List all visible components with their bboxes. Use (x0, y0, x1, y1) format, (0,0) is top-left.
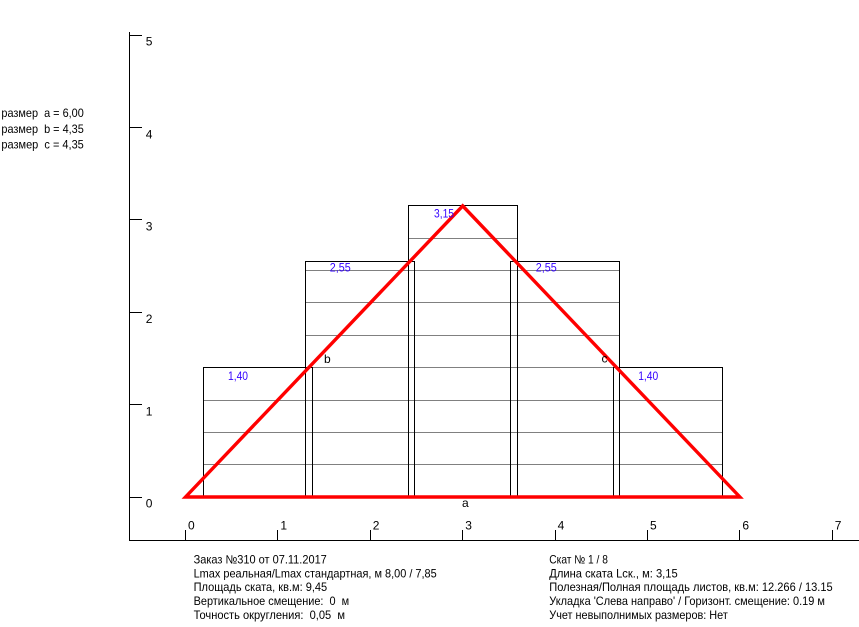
svg-text:Длина ската Lск., м: 3,15: Длина ската Lск., м: 3,15 (549, 566, 678, 580)
svg-text:2,55: 2,55 (330, 261, 351, 275)
svg-text:5: 5 (650, 519, 657, 533)
svg-text:Учет невыполнимых размеров: Не: Учет невыполнимых размеров: Нет (549, 608, 728, 622)
svg-text:2: 2 (146, 312, 153, 326)
svg-text:Заказ №310 от 07.11.2017: Заказ №310 от 07.11.2017 (194, 552, 327, 566)
svg-text:0: 0 (146, 497, 153, 511)
svg-text:b: b (324, 352, 331, 366)
svg-text:5: 5 (146, 35, 153, 49)
svg-text:6: 6 (742, 519, 749, 533)
svg-text:Скат № 1 / 8: Скат № 1 / 8 (549, 552, 608, 566)
svg-text:0: 0 (188, 519, 195, 533)
svg-text:Площадь ската, кв.м: 9,45: Площадь ската, кв.м: 9,45 (194, 580, 328, 594)
svg-text:3: 3 (465, 519, 472, 533)
svg-text:2: 2 (373, 519, 380, 533)
svg-text:размер a = 6,00: размер a = 6,00 (1, 106, 84, 120)
svg-text:7: 7 (835, 519, 842, 533)
svg-text:1: 1 (280, 519, 287, 533)
svg-text:Вертикальное смещение: 0 м: Вертикальное смещение: 0 м (194, 594, 350, 608)
svg-text:3,15: 3,15 (434, 207, 454, 221)
svg-text:4: 4 (558, 519, 565, 533)
svg-text:размер c = 4,35: размер c = 4,35 (1, 138, 84, 152)
svg-text:Укладка 'Слева направо' / Гори: Укладка 'Слева направо' / Горизонт. смещ… (549, 594, 825, 608)
svg-text:1: 1 (146, 404, 153, 418)
svg-text:1,40: 1,40 (228, 369, 248, 383)
svg-text:Lmax реальная/Lmax стандартная: Lmax реальная/Lmax стандартная, м 8,00 /… (194, 566, 437, 580)
svg-text:2,55: 2,55 (536, 261, 557, 275)
svg-text:3: 3 (146, 220, 153, 234)
svg-text:a: a (462, 496, 469, 510)
svg-text:Точность округления: 0,05 м: Точность округления: 0,05 м (194, 608, 345, 622)
svg-text:4: 4 (146, 127, 153, 141)
svg-text:размер b = 4,35: размер b = 4,35 (1, 122, 84, 136)
svg-text:c: c (602, 352, 608, 366)
svg-text:1,40: 1,40 (638, 369, 658, 383)
svg-text:Полезная/Полная площадь листов: Полезная/Полная площадь листов, кв.м: 12… (549, 580, 833, 594)
